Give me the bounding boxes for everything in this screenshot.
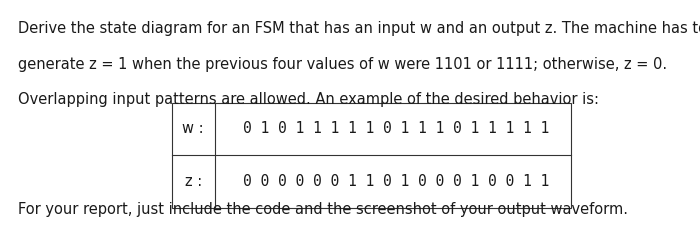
Text: generate z = 1 when the previous four values of w were 1101 or 1111; otherwise, : generate z = 1 when the previous four va… xyxy=(18,57,666,72)
Text: z :: z : xyxy=(185,174,202,189)
Text: 0 0 0 0 0 0 1 1 0 1 0 0 0 1 0 0 1 1: 0 0 0 0 0 0 1 1 0 1 0 0 0 1 0 0 1 1 xyxy=(243,174,550,189)
Text: w :: w : xyxy=(183,121,204,136)
Bar xyxy=(172,103,570,208)
Text: 0 1 0 1 1 1 1 1 0 1 1 1 0 1 1 1 1 1: 0 1 0 1 1 1 1 1 0 1 1 1 0 1 1 1 1 1 xyxy=(243,121,550,136)
Text: For your report, just include the code and the screenshot of your output wavefor: For your report, just include the code a… xyxy=(18,202,627,217)
Text: Overlapping input patterns are allowed. An example of the desired behavior is:: Overlapping input patterns are allowed. … xyxy=(18,92,598,107)
Text: Derive the state diagram for an FSM that has an input w and an output z. The mac: Derive the state diagram for an FSM that… xyxy=(18,21,700,36)
